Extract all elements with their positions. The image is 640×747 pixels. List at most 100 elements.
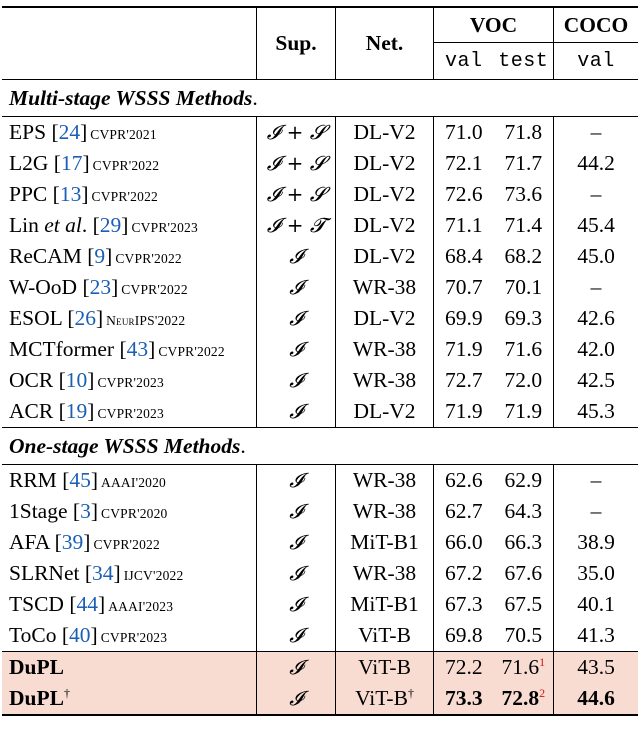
table-row: Lin et al. [29] CVPR'2023 𝓘 + 𝓣 DL-V2 71.1 71… — [2, 210, 638, 241]
citation-link[interactable]: 34 — [92, 561, 114, 585]
method-cell: ReCAM [9] CVPR'2022 — [2, 241, 257, 272]
venue-label: AAAI'2023 — [108, 599, 174, 614]
net-cell: WR-38 — [335, 496, 434, 527]
ref-open-bracket: [ — [87, 244, 95, 268]
ref-close-bracket: ] — [98, 592, 106, 616]
supervision-symbol: 𝓘 — [289, 368, 303, 392]
table-row: ReCAM [9] CVPR'2022 𝓘 DL-V2 68.4 68.2 45.0 — [2, 241, 638, 272]
voc-test-cell: 67.6 — [504, 561, 543, 585]
ref-close-bracket: ] — [90, 468, 99, 492]
voc-val-cell: 71.9 — [433, 334, 494, 365]
method-cell: DuPL — [2, 651, 257, 683]
supervision-symbol: 𝓘 — [289, 623, 303, 647]
venue-label: CVPR'2022 — [121, 282, 188, 297]
coco-val-cell: 41.3 — [553, 620, 638, 652]
method-cell: AFA [39] CVPR'2022 — [2, 527, 257, 558]
section-period: . — [252, 85, 258, 110]
venue-label: CVPR'2022 — [115, 251, 182, 266]
method-name: L2G — [9, 151, 49, 175]
ref-open-bracket: [ — [72, 499, 81, 523]
method-cell: ACR [19] CVPR'2023 — [2, 396, 257, 428]
voc-header: VOC — [433, 6, 554, 43]
net-cell: ViT-B — [335, 651, 434, 683]
sup-cell: 𝓘 — [256, 620, 336, 652]
table-row: L2G [17] CVPR'2022 𝓘 + 𝓢 DL-V2 72.1 71.7 44.2 — [2, 148, 638, 179]
supervision-symbol: 𝓘 — [289, 244, 303, 268]
sup-cell: 𝓘 — [256, 241, 336, 272]
citation-link[interactable]: 17 — [60, 151, 83, 175]
voc-test-cell: 71.4 — [504, 213, 543, 237]
sup-cell: 𝓘 — [256, 396, 336, 428]
coco-val-header: val — [553, 42, 638, 80]
sup-cell: 𝓘 — [256, 334, 336, 365]
voc-test-cell: 71.8 — [493, 116, 554, 148]
supervision-symbol: 𝓘 + 𝓣 — [266, 213, 326, 237]
method-name-em: et al — [44, 213, 82, 237]
section-header: One-stage WSSS Methods. — [2, 427, 638, 465]
citation-link[interactable]: 9 — [94, 244, 106, 268]
method-cell: EPS [24] CVPR'2021 — [2, 116, 257, 148]
method-cell: ToCo [40] CVPR'2023 — [2, 620, 257, 652]
ref-open-bracket: [ — [62, 468, 70, 492]
voc-test-cell: 71.6 — [504, 337, 543, 361]
ref-open-bracket: [ — [51, 120, 59, 144]
table-row: TSCD [44] AAAI'2023 𝓘 MiT-B1 67.3 67.5 40.1 — [2, 589, 638, 620]
table-row: RRM [45] AAAI'2020 𝓘 WR-38 62.6 62.9– — [2, 464, 638, 496]
voc-val-cell: 62.6 — [433, 464, 494, 496]
venue-label: CVPR'2022 — [158, 344, 225, 359]
citation-link[interactable]: 40 — [69, 623, 91, 647]
citation-link[interactable]: 19 — [65, 399, 88, 423]
method-cell: ESOL [26] NeurIPS'2022 — [2, 303, 257, 334]
citation-link[interactable]: 39 — [61, 530, 84, 554]
citation-link[interactable]: 24 — [58, 120, 81, 144]
ours-row: DuPL† 𝓘 ViT-B† 73.3 72.82 44.6 — [2, 683, 638, 716]
voc-val-header: val — [433, 42, 494, 80]
table-row: AFA [39] CVPR'2022 𝓘 MiT-B1 66.0 66.3 38.9 — [2, 527, 638, 558]
citation-link[interactable]: 10 — [65, 368, 88, 392]
citation-link[interactable]: 13 — [59, 182, 82, 206]
voc-test-cell: 64.3 — [504, 499, 543, 523]
table-row: PPC [13] CVPR'2022 𝓘 + 𝓢 DL-V2 72.6 73.6– — [2, 179, 638, 210]
voc-val-cell: 71.0 — [433, 116, 494, 148]
table-row: SLRNet [34] IJCV'2022 𝓘 WR-38 67.2 67.6 35.0 — [2, 558, 638, 589]
voc-val-cell: 72.1 — [433, 148, 494, 179]
ref-close-bracket: ] — [87, 399, 95, 423]
voc-test-cell: 62.9 — [493, 464, 554, 496]
coco-val-cell: – — [553, 272, 638, 303]
citation-link[interactable]: 26 — [74, 306, 97, 330]
footnote-link[interactable]: 1 — [539, 655, 546, 669]
citation-link[interactable]: 45 — [69, 468, 91, 492]
citation-link[interactable]: 29 — [99, 213, 122, 237]
ref-close-bracket: ] — [111, 275, 119, 299]
net-cell: DL-V2 — [335, 210, 434, 241]
voc-test-cell: 66.3 — [504, 530, 543, 554]
ref-close-bracket: ] — [87, 368, 95, 392]
supervision-symbol: 𝓘 — [289, 499, 303, 523]
net-cell: DL-V2 — [335, 148, 434, 179]
method-name: AFA — [9, 530, 50, 554]
citation-link[interactable]: 43 — [126, 337, 149, 361]
voc-val-cell: 69.8 — [433, 620, 494, 652]
supervision-symbol: 𝓘 + 𝓢 — [266, 151, 326, 175]
coco-val-cell: 42.6 — [553, 303, 638, 334]
citation-link[interactable]: 23 — [89, 275, 112, 299]
method-cell: RRM [45] AAAI'2020 — [2, 464, 257, 496]
coco-val-cell: 44.2 — [553, 148, 638, 179]
voc-test-cell: 71.7 — [504, 151, 543, 175]
coco-val-cell: 43.5 — [553, 651, 638, 683]
method-name: 1Stage — [9, 499, 68, 523]
sup-cell: 𝓘 + 𝓢 — [256, 148, 336, 179]
citation-link[interactable]: 44 — [76, 592, 99, 616]
dagger-mark: † — [407, 686, 414, 700]
coco-val-cell: 44.6 — [553, 683, 638, 716]
citation-link[interactable]: 3 — [80, 499, 91, 523]
ref-open-bracket: [ — [53, 151, 61, 175]
coco-val-cell: 45.3 — [553, 396, 638, 428]
footnote-link[interactable]: 2 — [539, 686, 546, 700]
coco-val-cell: – — [553, 464, 638, 496]
method-name: EPS — [9, 120, 47, 144]
sup-header: Sup. — [256, 6, 336, 80]
sup-cell: 𝓘 — [256, 365, 336, 396]
method-name: SLRNet — [9, 561, 80, 585]
table-row: EPS [24] CVPR'2021 𝓘 + 𝓢 DL-V2 71.0 71.8– — [2, 116, 638, 148]
